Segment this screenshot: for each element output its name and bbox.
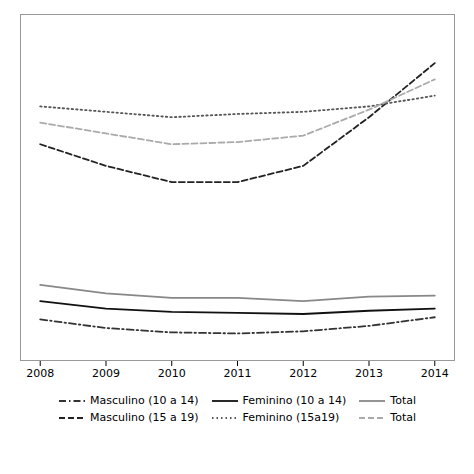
- svg-text:2014: 2014: [421, 367, 449, 380]
- html-text:Total: Total: [390, 411, 417, 424]
- html-text:Masculino (10 a 14): Masculino (10 a 14): [89, 394, 199, 407]
- html-text:Feminino (15a19): Feminino (15a19): [242, 411, 340, 424]
- svg-text:2011: 2011: [224, 367, 252, 380]
- svg-text:2010: 2010: [158, 367, 186, 380]
- html-text:Masculino (15 a 19): Masculino (15 a 19): [89, 411, 199, 424]
- svg-text:2009: 2009: [92, 367, 120, 380]
- html-text:Total: Total: [390, 394, 417, 407]
- svg-text:2013: 2013: [355, 367, 383, 380]
- svg-text:2012: 2012: [289, 367, 317, 380]
- html-text:Feminino (10 a 14): Feminino (10 a 14): [242, 394, 347, 407]
- svg-text:2008: 2008: [26, 367, 54, 380]
